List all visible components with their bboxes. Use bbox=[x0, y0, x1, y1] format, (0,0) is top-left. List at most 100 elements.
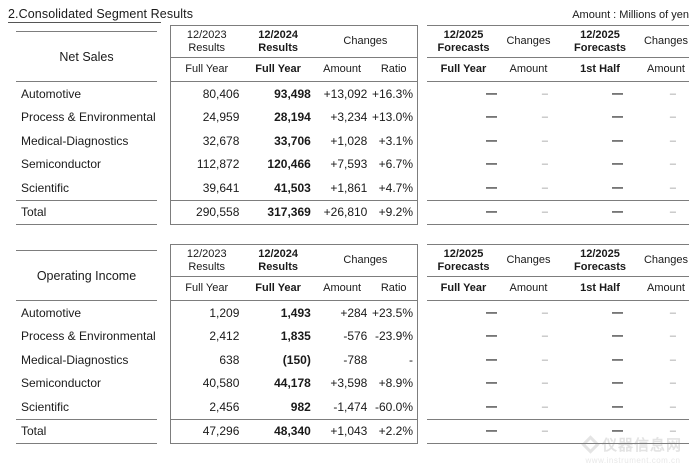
cell-chg_full: – bbox=[541, 87, 548, 100]
col-header-12-2025-forecasts-full: 12/2025 Forecasts bbox=[437, 247, 490, 273]
watermark-site-url: www.instrument.com.cn bbox=[585, 456, 681, 465]
cell-fc_full: — bbox=[486, 353, 497, 366]
label-rows: Automotive Process & Environmental Medical… bbox=[16, 301, 157, 444]
col-subheader-ratio: Ratio bbox=[380, 63, 407, 75]
row-label: Automotive bbox=[21, 86, 82, 101]
table-row: — – — – bbox=[427, 325, 689, 349]
cell-fc_half: — bbox=[612, 206, 623, 219]
col-subheader-ratio: Ratio bbox=[380, 282, 407, 294]
table-row: Automotive bbox=[16, 301, 157, 325]
cell-r2023: 47,296 bbox=[202, 424, 240, 439]
cell-chg_full: – bbox=[541, 425, 548, 438]
cell-r2024: (150) bbox=[282, 352, 311, 367]
cell-chg_half: – bbox=[669, 353, 676, 366]
row-label: Total bbox=[21, 424, 47, 439]
table-row: — – — – bbox=[427, 301, 689, 325]
table-row: — – — – bbox=[427, 348, 689, 372]
cell-fc_half: — bbox=[612, 377, 623, 390]
col-subheader-amount-full: Amount bbox=[509, 282, 548, 294]
cell-amount: -788 bbox=[343, 352, 368, 367]
col-header-changes-half: Changes bbox=[643, 35, 689, 47]
row-label: Semiconductor bbox=[21, 157, 102, 172]
table-total-row: — – — – bbox=[427, 418, 689, 444]
table-total-row: Total bbox=[16, 199, 157, 225]
cell-ratio: +9.2% bbox=[378, 205, 413, 220]
forecast-header-row-1: 12/2025 Forecasts Changes 12/2025 Foreca… bbox=[427, 245, 689, 277]
row-label: Scientific bbox=[21, 180, 70, 195]
cell-amount: +1,043 bbox=[330, 424, 368, 439]
cell-chg_half: – bbox=[669, 400, 676, 413]
cell-r2023: 1,209 bbox=[209, 305, 240, 320]
forecast-rows: — – — – — – — – — – — – — – — – — – — – — – — – bbox=[427, 301, 689, 444]
cell-ratio: +3.1% bbox=[378, 133, 413, 148]
row-label: Medical-Diagnostics bbox=[21, 133, 129, 148]
table-row: 40,580 44,178 +3,598 +8.9% bbox=[171, 372, 417, 396]
cell-r2024: 44,178 bbox=[274, 376, 311, 391]
unit-note: Amount : Millions of yen bbox=[572, 9, 689, 21]
col-header-12-2023-results: 12/2023 Results bbox=[186, 247, 227, 273]
table-row: — – — – bbox=[427, 372, 689, 396]
table-row: Scientific bbox=[16, 176, 157, 200]
page-title: 2.Consolidated Segment Results bbox=[8, 7, 194, 21]
table-row: 2,412 1,835 -576 -23.9% bbox=[171, 325, 417, 349]
cell-ratio: +4.7% bbox=[378, 180, 413, 195]
col-subheader-1st-half: 1st Half bbox=[580, 282, 620, 294]
cell-fc_half: — bbox=[612, 330, 623, 343]
cell-chg_full: – bbox=[541, 206, 548, 219]
cell-r2024: 28,194 bbox=[274, 110, 311, 125]
cell-amount: +3,234 bbox=[330, 110, 368, 125]
cell-ratio: +13.0% bbox=[371, 110, 413, 125]
col-subheader-amount-half: Amount bbox=[647, 63, 685, 75]
col-subheader-full-year-forecast: Full Year bbox=[440, 282, 487, 294]
cell-fc_full: — bbox=[486, 181, 497, 194]
cell-amount: +284 bbox=[340, 305, 368, 320]
net-sales-results-section: 12/2023 Results 12/2024 Results Changes … bbox=[170, 25, 418, 225]
cell-fc_full: — bbox=[486, 377, 497, 390]
cell-fc_half: — bbox=[612, 425, 623, 438]
cell-fc_half: — bbox=[612, 158, 623, 171]
cell-fc_full: — bbox=[486, 306, 497, 319]
cell-chg_full: – bbox=[541, 158, 548, 171]
net-sales-label-column: Net Sales Automotive Process & Environmen… bbox=[16, 31, 157, 225]
table-row: Medical-Diagnostics bbox=[16, 348, 157, 372]
forecast-header-row-2: Full Year Amount 1st Half Amount bbox=[427, 58, 689, 82]
cell-fc_full: — bbox=[486, 158, 497, 171]
operating-income-label-column: Operating Income Automotive Process & Env… bbox=[16, 250, 157, 444]
col-header-12-2025-forecasts-half: 12/2025 Forecasts bbox=[574, 247, 626, 273]
cell-fc_half: — bbox=[612, 111, 623, 124]
cell-fc_full: — bbox=[486, 87, 497, 100]
col-header-changes-full: Changes bbox=[506, 254, 551, 266]
cell-fc_half: — bbox=[612, 306, 623, 319]
results-rows: 1,209 1,493 +284 +23.5% 2,412 1,835 -576 -23.9%… bbox=[171, 301, 417, 444]
operating-income-forecast-section: 12/2025 Forecasts Changes 12/2025 Foreca… bbox=[427, 244, 689, 444]
table-row: Process & Environmental bbox=[16, 106, 157, 130]
cell-amount: +26,810 bbox=[323, 205, 368, 220]
table-row: 112,872 120,466 +7,593 +6.7% bbox=[171, 153, 417, 177]
row-label: Scientific bbox=[21, 399, 70, 414]
cell-fc_full: — bbox=[486, 400, 497, 413]
table-row: — – — – bbox=[427, 82, 689, 106]
table-row: 1,209 1,493 +284 +23.5% bbox=[171, 301, 417, 325]
cell-fc_full: — bbox=[486, 111, 497, 124]
cell-fc_half: — bbox=[612, 87, 623, 100]
table-row: — – — – bbox=[427, 395, 689, 419]
cell-amount: +1,028 bbox=[330, 133, 368, 148]
col-header-12-2025-forecasts-half: 12/2025 Forecasts bbox=[574, 28, 626, 54]
cell-r2023: 24,959 bbox=[202, 110, 240, 125]
col-header-changes-half: Changes bbox=[643, 254, 689, 266]
cell-fc_full: — bbox=[486, 330, 497, 343]
cell-amount: +7,593 bbox=[330, 157, 368, 172]
cell-amount: +1,861 bbox=[330, 180, 368, 195]
cell-r2024: 41,503 bbox=[274, 180, 311, 195]
cell-r2023: 112,872 bbox=[196, 157, 240, 172]
cell-chg_full: – bbox=[541, 400, 548, 413]
cell-chg_half: – bbox=[669, 111, 676, 124]
results-header-row-2: Full Year Full Year Amount Ratio bbox=[171, 58, 417, 82]
row-label: Process & Environmental bbox=[21, 110, 156, 125]
cell-r2024: 33,706 bbox=[274, 133, 311, 148]
cell-amount: -1,474 bbox=[333, 399, 368, 414]
results-header-row-2: Full Year Full Year Amount Ratio bbox=[171, 277, 417, 301]
results-rows: 80,406 93,498 +13,092 +16.3% 24,959 28,194 +3,… bbox=[171, 82, 417, 225]
label-rows: Automotive Process & Environmental Medical… bbox=[16, 82, 157, 225]
